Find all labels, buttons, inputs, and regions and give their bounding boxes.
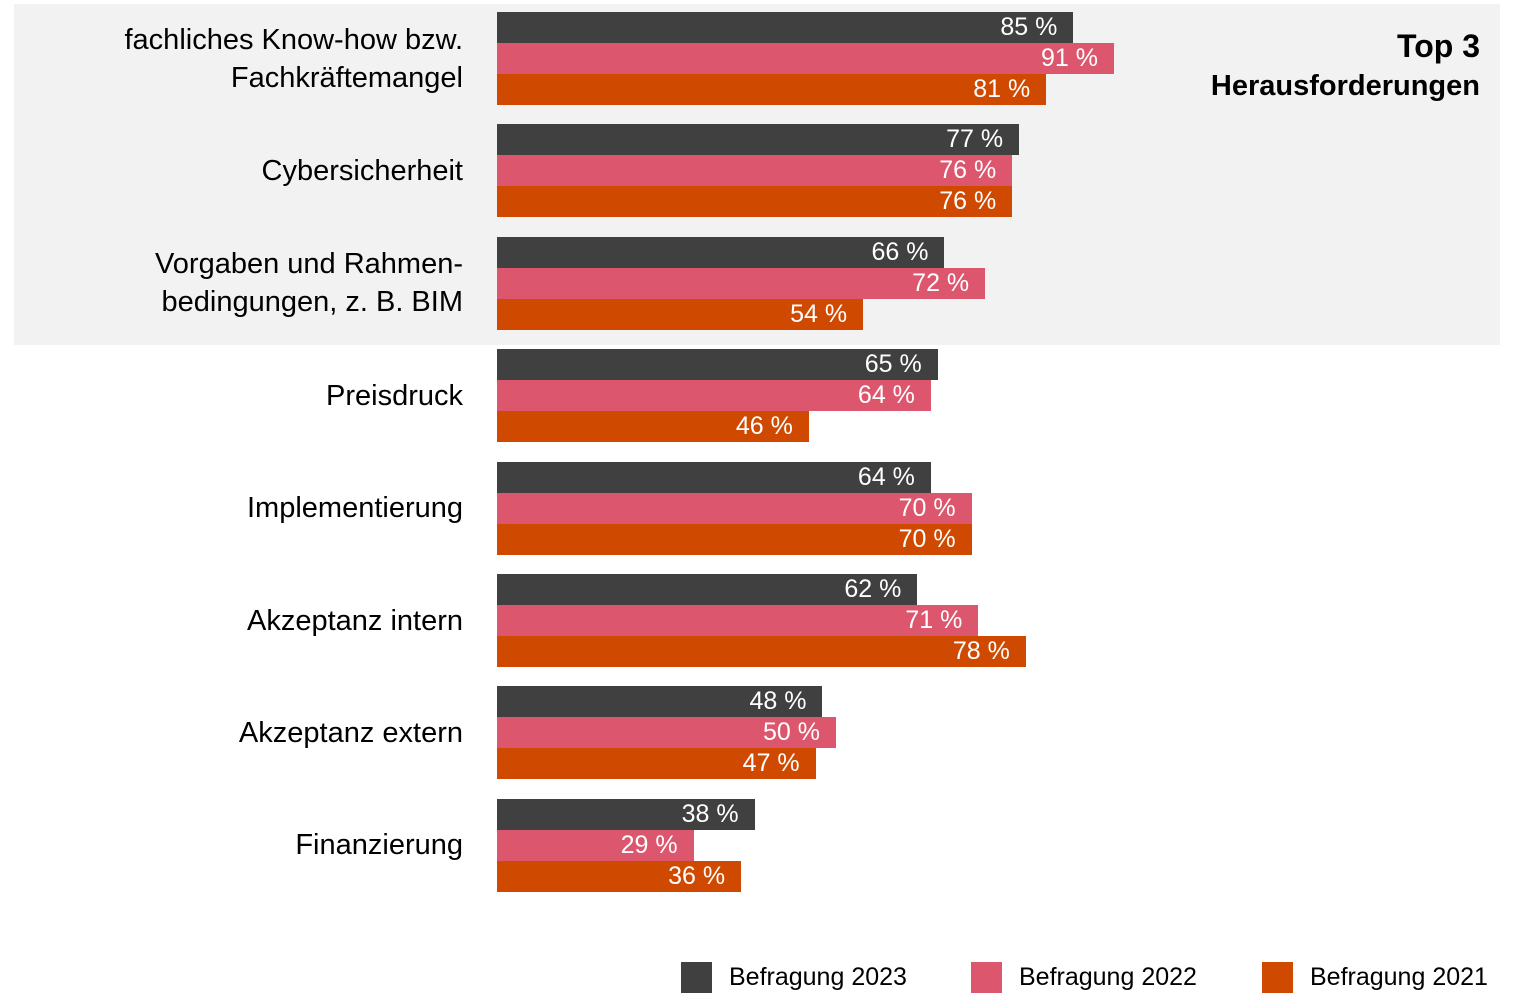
legend-label: Befragung 2021 — [1310, 963, 1488, 991]
category-label-line: Akzeptanz extern — [238, 716, 463, 749]
data-label: 50 % — [763, 718, 820, 747]
bar: 62 % — [497, 574, 918, 605]
category-label-line: Implementierung — [247, 492, 463, 525]
bar: 54 % — [497, 298, 864, 330]
data-label: 81 % — [973, 75, 1031, 103]
bar: 85 % — [497, 12, 1074, 43]
category-label: Implementierung — [3, 489, 463, 527]
category-label-line: fachliches Know-how bzw. — [124, 23, 464, 56]
data-label: 85 % — [1000, 13, 1058, 41]
bar: 65 % — [497, 349, 938, 381]
data-label: 48 % — [749, 687, 807, 716]
top3-subtitle: Herausforderungen — [1210, 70, 1480, 102]
data-label: 76 % — [939, 156, 997, 185]
data-label: 70 % — [898, 493, 956, 522]
data-label: 54 % — [790, 299, 848, 328]
bar: 76 % — [497, 186, 1013, 218]
category-label-line: Fachkräftemangel — [230, 61, 463, 94]
bar: 76 % — [497, 155, 1013, 187]
data-label: 66 % — [871, 237, 929, 266]
category-label-line: Cybersicherheit — [261, 154, 463, 187]
category-label: Akzeptanz extern — [3, 714, 463, 752]
data-label: 70 % — [898, 524, 956, 553]
data-label: 47 % — [742, 749, 800, 778]
data-label: 77 % — [946, 125, 1004, 154]
data-label: 62 % — [844, 575, 902, 603]
bar: 70 % — [497, 523, 972, 555]
category-label-line: Vorgaben und Rahmen- — [155, 248, 463, 281]
category-label-line: Preisdruck — [326, 379, 463, 412]
category-label-line: bedingungen, z. B. BIM — [161, 286, 463, 319]
bar: 38 % — [497, 798, 755, 830]
bar: 72 % — [497, 267, 986, 299]
bar: 36 % — [497, 860, 742, 892]
category-label-line: Finanzierung — [295, 829, 463, 862]
data-label: 76 % — [939, 187, 997, 216]
bar: 81 % — [497, 74, 1047, 105]
category-label: Akzeptanz intern — [3, 602, 463, 640]
bar: 70 % — [497, 492, 972, 524]
category-label: Preisdruck — [3, 377, 463, 415]
data-label: 64 % — [857, 462, 915, 491]
category-label: Vorgaben und Rahmen-bedingungen, z. B. B… — [3, 245, 463, 321]
category-label-line: Akzeptanz intern — [246, 604, 463, 637]
data-label: 78 % — [952, 637, 1010, 665]
bar: 66 % — [497, 236, 945, 268]
category-label: fachliches Know-how bzw. Fachkräftemangel — [3, 21, 464, 97]
data-label: 71 % — [905, 606, 963, 634]
bar: 64 % — [497, 380, 931, 412]
legend-swatch — [681, 962, 712, 993]
category-label: Finanzierung — [3, 826, 463, 864]
bar: 91 % — [497, 43, 1114, 74]
category-label: Cybersicherheit — [3, 152, 463, 190]
bar: 29 % — [497, 829, 694, 861]
bar: 64 % — [497, 461, 931, 493]
bar: 78 % — [497, 636, 1026, 667]
bar: 71 % — [497, 605, 979, 636]
bar: 47 % — [497, 748, 816, 780]
data-label: 46 % — [735, 412, 793, 441]
data-label: 72 % — [912, 268, 970, 297]
data-label: 36 % — [668, 861, 726, 890]
data-label: 91 % — [1040, 44, 1098, 72]
top3-title: Top 3 — [1397, 28, 1480, 64]
legend-label: Befragung 2023 — [729, 963, 907, 991]
bar: 77 % — [497, 124, 1020, 156]
legend-swatch — [971, 962, 1002, 993]
data-label: 29 % — [620, 830, 678, 859]
data-label: 65 % — [864, 350, 922, 379]
legend-swatch — [1262, 962, 1293, 993]
legend-label: Befragung 2022 — [1019, 963, 1197, 991]
data-label: 64 % — [857, 381, 915, 410]
bar: 46 % — [497, 411, 809, 443]
data-label: 38 % — [681, 799, 739, 828]
bar: 48 % — [497, 686, 823, 718]
bar: 50 % — [497, 717, 836, 749]
